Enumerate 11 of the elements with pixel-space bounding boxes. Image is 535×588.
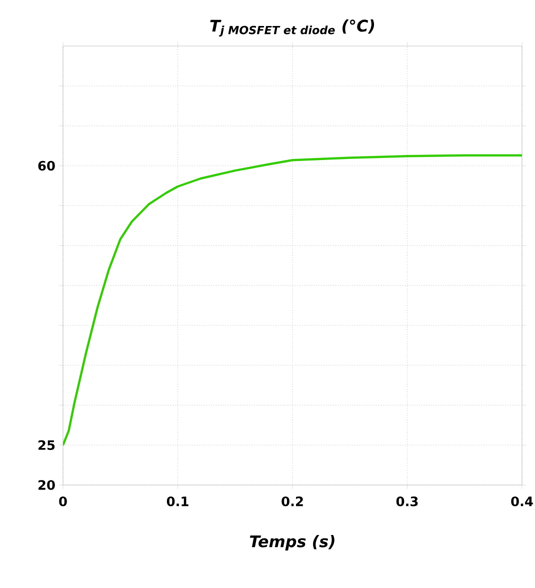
x-tick-label: 0.2 xyxy=(282,496,303,506)
x-tick-label: 0 xyxy=(59,496,67,506)
chart-title: $\text{T}_{\text{j MOSFET et diode}}\text{ (°C)}$ xyxy=(210,19,374,36)
y-tick-label: 20 xyxy=(38,480,55,490)
x-tick-label: 0.3 xyxy=(396,496,418,506)
y-tick-label: 60 xyxy=(38,160,55,171)
x-tick-label: 0.4 xyxy=(511,496,533,506)
x-axis-title: Temps (s) xyxy=(250,535,334,550)
line-series xyxy=(63,154,522,446)
y-tick-label: 25 xyxy=(38,440,55,450)
x-tick-label: 0.1 xyxy=(166,496,188,506)
